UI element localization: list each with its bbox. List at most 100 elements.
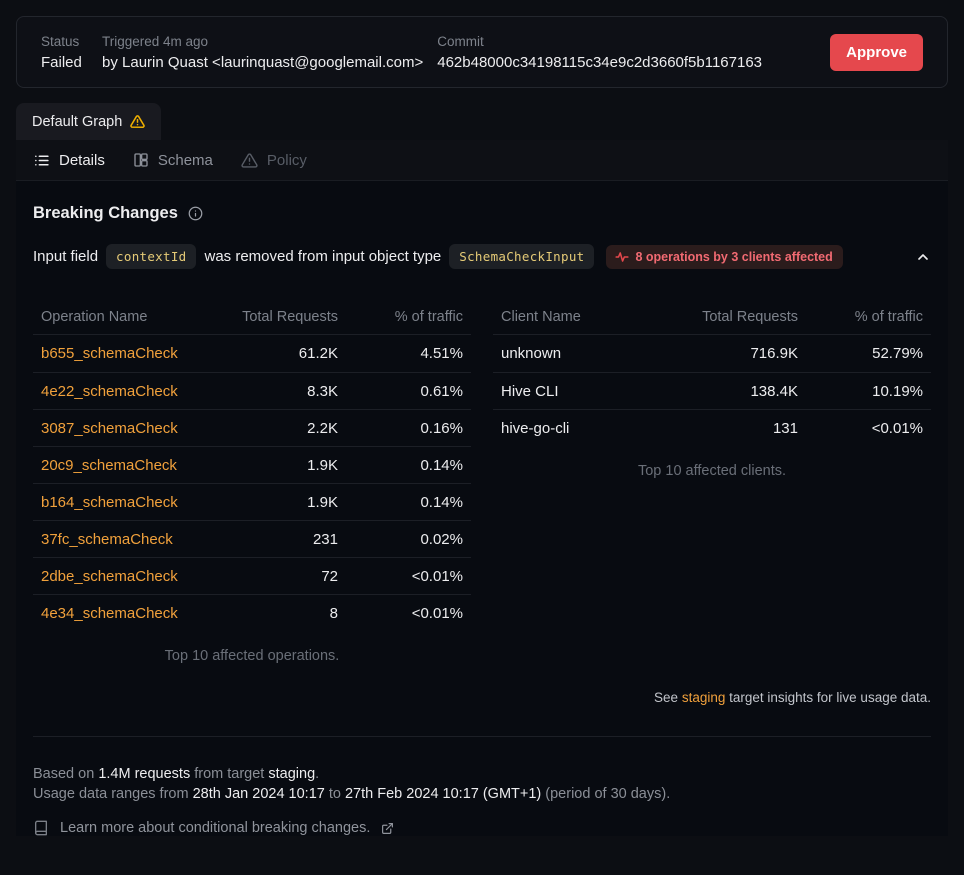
operation-link[interactable]: 37fc_schemaCheck bbox=[41, 530, 173, 548]
affected-operations-label: 8 operations by 3 clients affected bbox=[635, 249, 833, 264]
external-link-icon bbox=[381, 822, 394, 835]
clients-table: Client Name Total Requests % of traffic … bbox=[493, 300, 931, 664]
tab-policy-label: Policy bbox=[266, 151, 307, 169]
tab-schema[interactable]: Schema bbox=[133, 152, 213, 169]
table-cell: Hive CLI bbox=[501, 382, 559, 400]
table-row: 3087_schemaCheck 2.2K 0.16% bbox=[33, 409, 471, 446]
change-text-middle: was removed from input object type bbox=[204, 248, 442, 265]
triggered-label: Triggered 4m ago bbox=[102, 33, 209, 49]
tab-policy[interactable]: Policy bbox=[241, 152, 307, 169]
usage-summary-line2: Usage data ranges from 28th Jan 2024 10:… bbox=[33, 786, 671, 802]
type-code-badge: SchemaCheckInput bbox=[449, 244, 595, 269]
table-cell: 0.02% bbox=[420, 530, 463, 548]
table-row: b164_schemaCheck 1.9K 0.14% bbox=[33, 483, 471, 520]
operation-link[interactable]: 3087_schemaCheck bbox=[41, 419, 178, 437]
commit-hash: 462b48000c34198115c34e9c2d3660f5b1167163 bbox=[437, 53, 763, 71]
details-panel: Breaking Changes Input field contextId w… bbox=[16, 181, 948, 836]
table-row: b655_schemaCheck 61.2K 4.51% bbox=[33, 335, 471, 372]
chevron-up-icon[interactable] bbox=[915, 249, 931, 265]
operations-table-caption: Top 10 affected operations. bbox=[164, 648, 340, 664]
column-header: % of traffic bbox=[394, 309, 463, 325]
table-cell: 8.3K bbox=[307, 382, 338, 400]
table-row: 20c9_schemaCheck 1.9K 0.14% bbox=[33, 446, 471, 483]
table-row: 37fc_schemaCheck 231 0.02% bbox=[33, 520, 471, 557]
status-label: Status bbox=[41, 33, 80, 49]
operation-link[interactable]: 4e34_schemaCheck bbox=[41, 604, 178, 622]
table-cell: 52.79% bbox=[872, 345, 923, 362]
staging-link[interactable]: staging bbox=[681, 690, 726, 705]
info-circle-icon[interactable] bbox=[188, 206, 203, 221]
graph-tabstrip: Default Graph bbox=[16, 103, 948, 140]
graph-tab-label: Default Graph bbox=[32, 113, 123, 130]
table-cell: 131 bbox=[772, 419, 798, 437]
field-code-badge: contextId bbox=[106, 244, 197, 269]
list-icon bbox=[33, 152, 50, 169]
commit-block: Commit 462b48000c34198115c34e9c2d3660f5b… bbox=[437, 34, 762, 71]
tab-default-graph[interactable]: Default Graph bbox=[16, 103, 162, 140]
tab-schema-label: Schema bbox=[157, 151, 213, 169]
table-cell: unknown bbox=[501, 345, 562, 362]
insights-suffix: target insights for live usage data. bbox=[725, 690, 931, 705]
column-header: % of traffic bbox=[854, 309, 923, 325]
tab-details-label: Details bbox=[59, 151, 105, 169]
tab-details[interactable]: Details bbox=[33, 152, 105, 169]
triggered-block: Triggered 4m ago by Laurin Quast <laurin… bbox=[102, 34, 423, 71]
commit-label: Commit bbox=[437, 33, 484, 49]
table-cell: 716.9K bbox=[750, 345, 798, 362]
status-value: Failed bbox=[41, 53, 82, 71]
operation-link[interactable]: 2dbe_schemaCheck bbox=[41, 567, 178, 585]
table-cell: 8 bbox=[329, 604, 338, 622]
operation-link[interactable]: b655_schemaCheck bbox=[41, 345, 178, 362]
table-cell: 0.14% bbox=[420, 493, 463, 511]
table-cell: 138.4K bbox=[750, 382, 798, 400]
table-cell: 10.19% bbox=[872, 382, 923, 400]
operations-table: Operation Name Total Requests % of traff… bbox=[33, 300, 471, 664]
column-header: Total Requests bbox=[242, 309, 338, 325]
operation-link[interactable]: 4e22_schemaCheck bbox=[41, 382, 178, 400]
operation-link[interactable]: b164_schemaCheck bbox=[41, 493, 178, 511]
table-cell: 72 bbox=[321, 567, 338, 585]
operation-link[interactable]: 20c9_schemaCheck bbox=[41, 456, 177, 474]
table-cell: 1.9K bbox=[307, 456, 338, 474]
schema-columns-icon bbox=[133, 152, 149, 168]
insights-note: See staging target insights for live usa… bbox=[33, 690, 931, 705]
table-cell: 2.2K bbox=[307, 419, 338, 437]
change-text-prefix: Input field bbox=[33, 248, 99, 265]
section-divider bbox=[33, 736, 931, 737]
column-header: Operation Name bbox=[41, 309, 148, 325]
table-cell: <0.01% bbox=[411, 604, 463, 622]
clients-table-header: Client Name Total Requests % of traffic bbox=[493, 300, 931, 335]
check-nav: Details Schema Policy bbox=[16, 140, 948, 181]
table-cell: 1.9K bbox=[307, 493, 338, 511]
learn-more-label: Learn more about conditional breaking ch… bbox=[60, 820, 371, 836]
table-row: 4e34_schemaCheck 8 <0.01% bbox=[33, 594, 471, 631]
column-header: Client Name bbox=[501, 309, 581, 325]
insights-prefix: See bbox=[654, 690, 682, 705]
table-cell: 4.51% bbox=[420, 345, 463, 362]
usage-summary: Based on 1.4M requests from target stagi… bbox=[33, 764, 931, 804]
learn-more-link[interactable]: Learn more about conditional breaking ch… bbox=[33, 820, 931, 836]
table-cell: <0.01% bbox=[411, 567, 463, 585]
table-cell: 0.14% bbox=[420, 456, 463, 474]
table-cell: hive-go-cli bbox=[501, 419, 570, 437]
approve-button[interactable]: Approve bbox=[830, 33, 923, 71]
table-cell: 0.61% bbox=[420, 382, 463, 400]
affected-operations-badge[interactable]: 8 operations by 3 clients affected bbox=[606, 244, 843, 269]
table-cell: 0.16% bbox=[420, 419, 463, 437]
table-row: hive-go-cli 131 <0.01% bbox=[493, 409, 931, 446]
operations-table-body: b655_schemaCheck 61.2K 4.51% 4e22_schemaChe… bbox=[33, 335, 471, 631]
column-header: Total Requests bbox=[702, 309, 798, 325]
breaking-changes-title: Breaking Changes bbox=[33, 204, 178, 222]
usage-summary-line1: Based on 1.4M requests from target stagi… bbox=[33, 766, 320, 782]
breaking-changes-header: Breaking Changes bbox=[33, 181, 931, 223]
alert-triangle-icon bbox=[241, 152, 258, 169]
table-row: unknown 716.9K 52.79% bbox=[493, 335, 931, 372]
triggered-by: by Laurin Quast <laurinquast@googlemail.… bbox=[102, 53, 424, 71]
warning-triangle-icon bbox=[130, 114, 146, 129]
usage-tables: Operation Name Total Requests % of traff… bbox=[33, 300, 931, 664]
activity-pulse-icon bbox=[615, 250, 630, 264]
table-row: 2dbe_schemaCheck 72 <0.01% bbox=[33, 557, 471, 594]
breaking-change-row: Input field contextId was removed from i… bbox=[33, 244, 931, 269]
book-icon bbox=[33, 820, 49, 836]
clients-table-caption: Top 10 affected clients. bbox=[637, 463, 787, 479]
